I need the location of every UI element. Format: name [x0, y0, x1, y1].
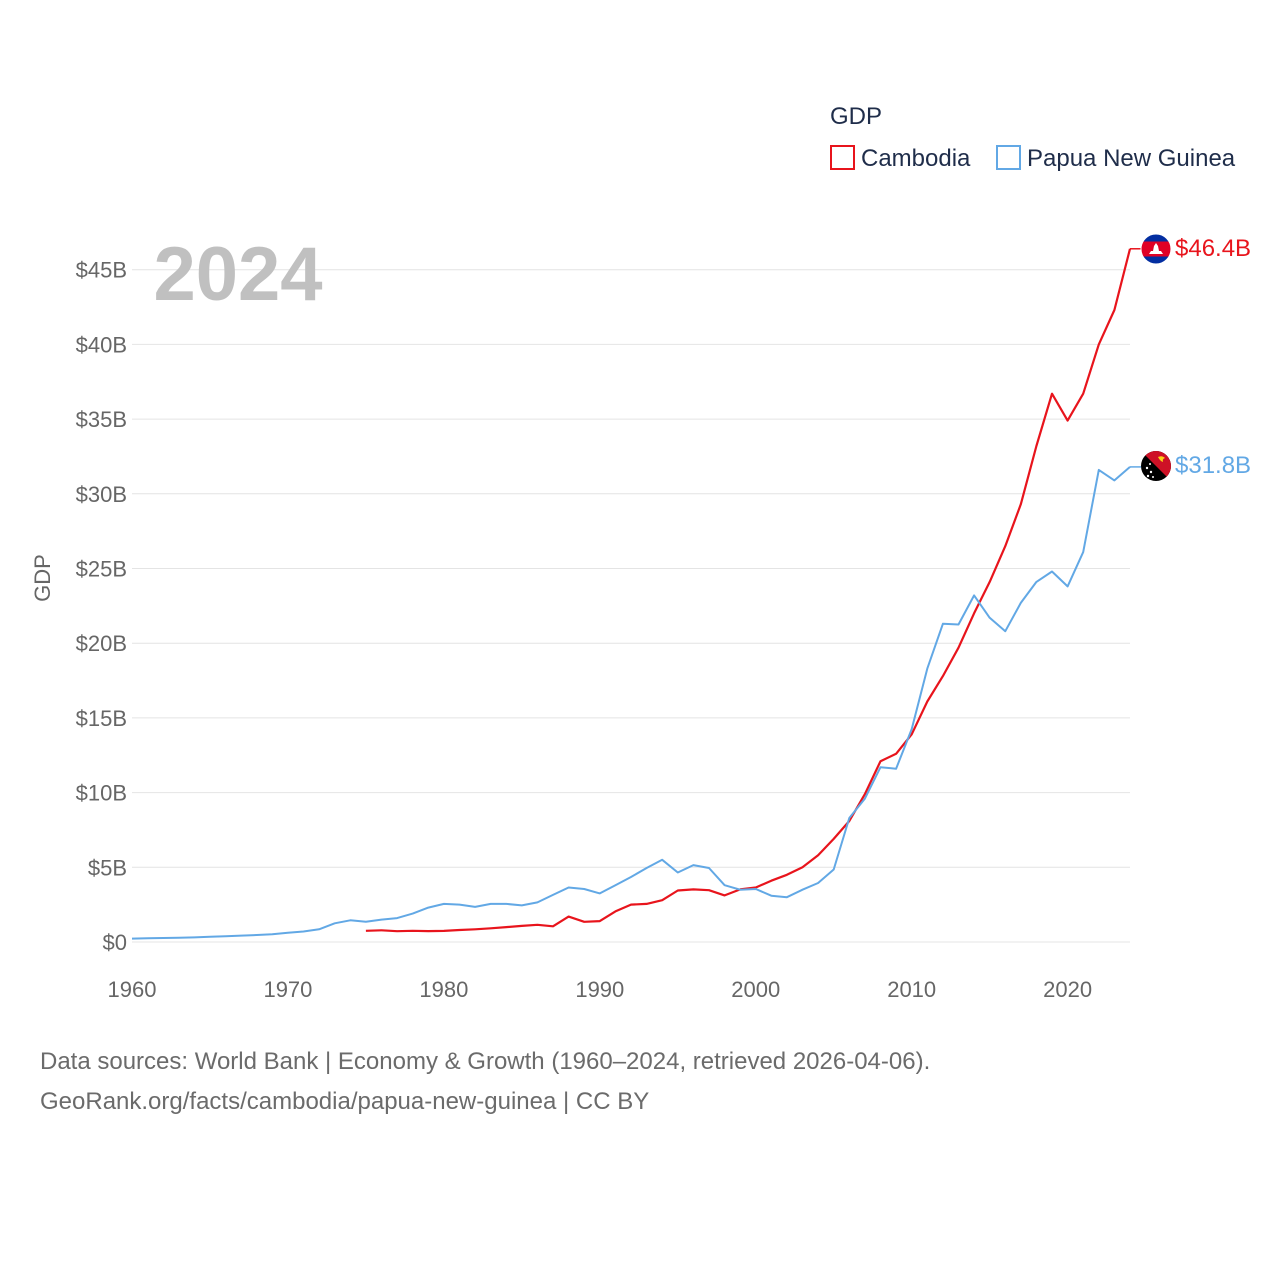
- x-axis-ticks: 1960 1970 1980 1990 2000 2010 2020: [108, 977, 1093, 1002]
- y-axis-label: GDP: [30, 554, 55, 602]
- series-line-papua-new-guinea[interactable]: [131, 466, 1131, 940]
- series-lines: [131, 248, 1141, 940]
- y-tick-label: $45B: [76, 258, 127, 283]
- x-tick-label: 2000: [731, 977, 780, 1002]
- cambodia-flag-icon: [1140, 233, 1172, 265]
- data-source-note: Data sources: World Bank | Economy & Gro…: [40, 1042, 1240, 1122]
- x-tick-label: 1990: [575, 977, 624, 1002]
- y-tick-label: $25B: [76, 557, 127, 582]
- legend-title: GDP: [830, 103, 882, 130]
- series-line-cambodia[interactable]: [365, 248, 1132, 933]
- end-value-label-cambodia: $46.4B: [1175, 235, 1251, 262]
- y-tick-label: $35B: [76, 407, 127, 432]
- legend-item-papua-new-guinea[interactable]: Papua New Guinea: [996, 145, 1236, 172]
- source-line-1: Data sources: World Bank | Economy & Gro…: [40, 1048, 931, 1075]
- legend-label-cambodia: Cambodia: [861, 145, 971, 172]
- gridlines: [132, 269, 1130, 943]
- legend-swatch-papua-new-guinea: [996, 145, 1021, 170]
- x-tick-label: 1970: [263, 977, 312, 1002]
- legend-swatch-cambodia: [830, 145, 855, 170]
- current-year-label: 2024: [153, 232, 322, 317]
- y-tick-label: $15B: [76, 706, 127, 731]
- y-tick-label: $20B: [76, 631, 127, 656]
- source-line-2[interactable]: GeoRank.org/facts/cambodia/papua-new-gui…: [40, 1088, 650, 1115]
- x-tick-label: 1960: [108, 977, 157, 1002]
- y-tick-label: $30B: [76, 482, 127, 507]
- x-tick-label: 2010: [887, 977, 936, 1002]
- legend: GDP Cambodia Papua New Guinea: [830, 103, 1236, 172]
- y-axis-ticks: $0 $5B $10B $15B $20B $25B $30B $35B $40B $45B: [76, 258, 127, 955]
- end-value-label-papua-new-guinea: $31.8B: [1175, 452, 1251, 479]
- legend-label-papua-new-guinea: Papua New Guinea: [1027, 145, 1236, 172]
- y-tick-label: $0: [103, 930, 127, 955]
- legend-item-cambodia[interactable]: Cambodia: [830, 145, 971, 172]
- x-tick-label: 1980: [419, 977, 468, 1002]
- y-tick-label: $10B: [76, 781, 127, 806]
- y-tick-label: $40B: [76, 332, 127, 357]
- y-tick-label: $5B: [88, 855, 127, 880]
- x-tick-label: 2020: [1043, 977, 1092, 1002]
- papua-new-guinea-flag-icon: [1141, 451, 1171, 481]
